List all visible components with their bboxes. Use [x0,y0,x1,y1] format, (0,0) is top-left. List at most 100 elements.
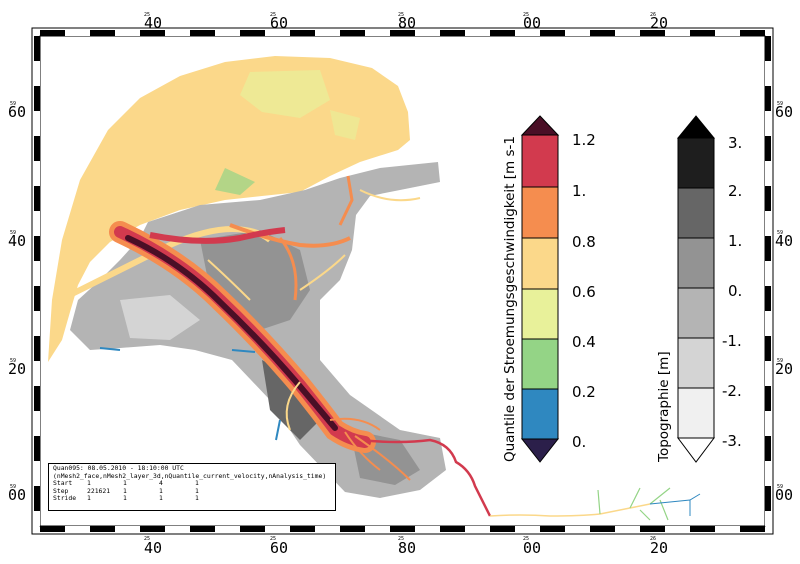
velocity-colorbar-title: Quantile der Stroemungsgeschwindigkeit [… [502,136,518,462]
top-tick-label: 40 [144,14,162,32]
border-segment [34,286,40,311]
top-tick-deg: 25 [523,12,529,18]
info-row-stride: Stride 1 1 1 1 [53,494,199,503]
border-segment [90,526,115,532]
topo-label-4: -1. [722,332,742,350]
border-segment [665,30,690,36]
border-segment [765,511,771,526]
border-segment [765,486,771,511]
info-row-start: Start 1 1 4 1 [53,479,199,488]
border-segment [40,30,65,36]
border-scale-left [34,36,40,526]
left-tick-deg: 59 [10,358,16,364]
border-segment [465,30,490,36]
border-segment [765,61,771,86]
right-tick-label: 60 [775,103,793,121]
border-segment [315,526,340,532]
border-segment [765,136,771,161]
border-segment [665,526,690,532]
border-segment [690,30,715,36]
border-segment [765,161,771,186]
border-segment [290,526,315,532]
border-segment [765,186,771,211]
border-scale-top [40,30,765,36]
border-segment [34,136,40,161]
border-segment [65,526,90,532]
border-segment [365,30,390,36]
border-segment [190,526,215,532]
border-segment [390,30,415,36]
border-segment [490,30,515,36]
border-segment [415,526,440,532]
border-segment [90,30,115,36]
top-tick-label: 20 [650,14,668,32]
bottom-tick-label: 20 [650,539,668,557]
border-segment [565,30,590,36]
border-segment [34,186,40,211]
border-segment [240,526,265,532]
border-segment [540,30,565,36]
border-segment [34,361,40,386]
bottom-tick-label: 80 [398,539,416,557]
border-segment [565,526,590,532]
border-segment [34,86,40,111]
border-segment [340,526,365,532]
velocity-label-1: 1. [572,182,586,200]
info-title: Quan095: 08.05.2010 - 18:10:00 UTC [53,464,184,472]
open-sea-region [48,56,410,362]
border-segment [740,30,765,36]
border-segment [34,161,40,186]
border-segment [365,526,390,532]
border-segment [765,386,771,411]
border-segment [765,286,771,311]
topography-colorbar: 3. 2. 1. 0. -1. -2. -3. Topographie [m] [656,115,742,463]
border-segment [765,261,771,286]
top-tick-deg: 25 [144,12,150,18]
velocity-label-5: 0.2 [572,383,596,401]
border-segment [34,461,40,486]
bottom-tick-deg: 25 [523,536,529,542]
topo-label-1: 2. [728,182,742,200]
border-segment [34,486,40,511]
border-segment [765,211,771,236]
left-tick-label: 00 [8,486,26,504]
border-segment [690,526,715,532]
border-segment [34,311,40,336]
border-segment [240,30,265,36]
border-segment [265,30,290,36]
bottom-tick-deg: 25 [144,536,150,542]
top-tick-deg: 26 [650,12,656,18]
bottom-tick-label: 60 [270,539,288,557]
border-segment [190,30,215,36]
velocity-colorbar: 1.2 1. 0.8 0.6 0.4 0.2 0. Quantile der S… [502,115,596,463]
border-segment [440,30,465,36]
top-tick-label: 00 [523,14,541,32]
border-segment [390,526,415,532]
topo-label-0: 3. [728,134,742,152]
info-row-step: Step 221621 1 1 1 [53,486,199,495]
velocity-under-triangle [520,438,560,463]
topo-under-triangle [677,437,715,463]
topo-label-6: -3. [722,432,742,450]
bottom-tick-label: 40 [144,539,162,557]
border-segment [340,30,365,36]
velocity-label-4: 0.4 [572,333,596,351]
topo-colorbar-title: Topographie [m] [656,351,672,463]
border-segment [315,30,340,36]
border-segment [115,526,140,532]
border-segment [465,526,490,532]
border-segment [34,261,40,286]
border-segment [34,386,40,411]
border-segment [765,111,771,136]
velocity-label-2: 0.8 [572,233,596,251]
right-tick-deg: 59 [777,101,783,107]
border-segment [165,30,190,36]
border-segment [765,311,771,336]
left-tick-deg: 59 [10,230,16,236]
border-segment [590,526,615,532]
border-segment [765,411,771,436]
left-tick-deg: 59 [10,484,16,490]
border-segment [740,526,765,532]
